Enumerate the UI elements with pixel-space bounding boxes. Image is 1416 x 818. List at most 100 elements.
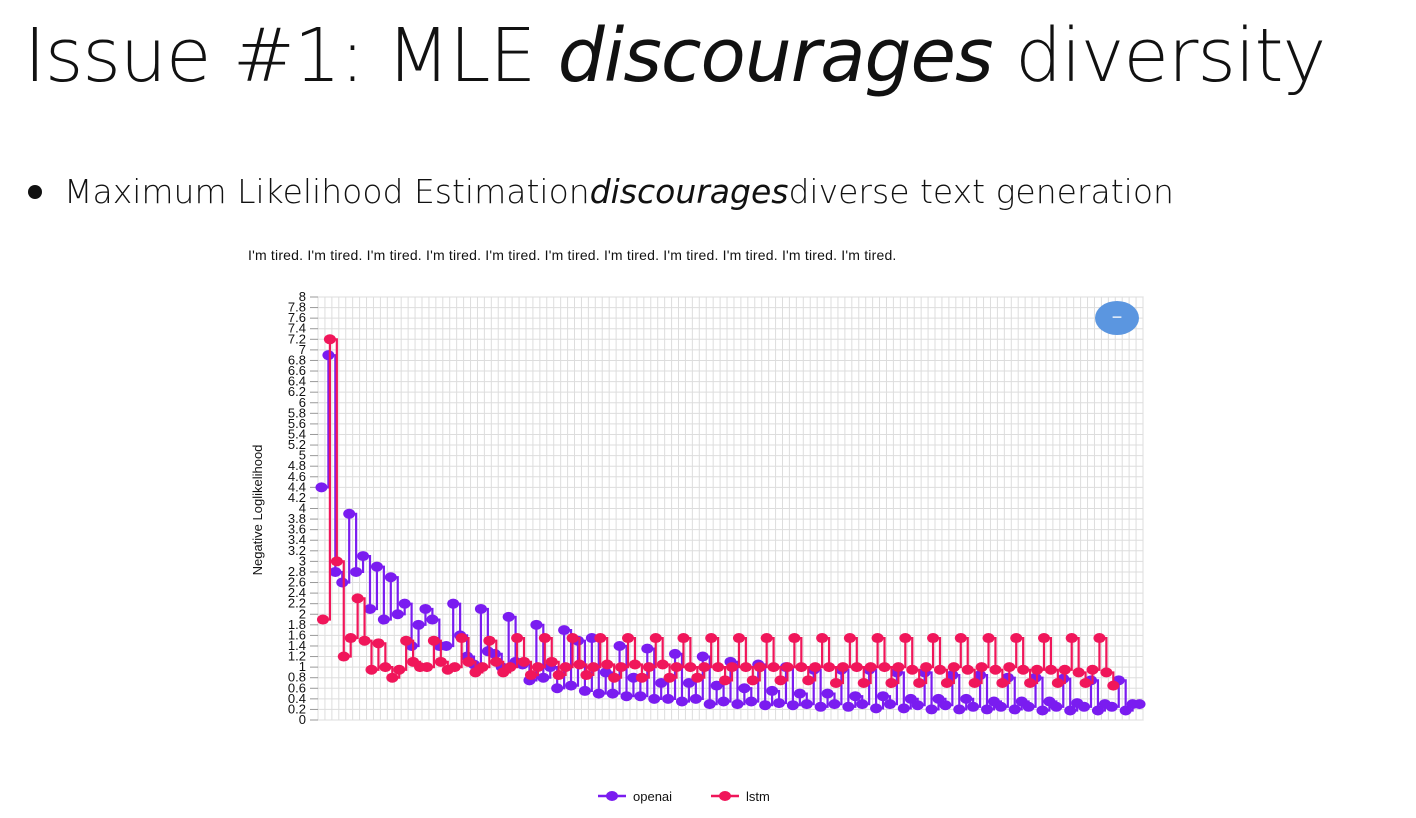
data-point-lstm[interactable] bbox=[989, 664, 1002, 675]
data-point-openai[interactable] bbox=[1078, 701, 1091, 712]
data-point-openai[interactable] bbox=[960, 693, 973, 704]
data-point-lstm[interactable] bbox=[802, 675, 815, 686]
data-point-lstm[interactable] bbox=[1107, 680, 1120, 691]
data-point-openai[interactable] bbox=[773, 698, 786, 709]
data-point-lstm[interactable] bbox=[947, 662, 960, 673]
data-point-openai[interactable] bbox=[343, 508, 356, 519]
data-point-openai[interactable] bbox=[391, 609, 404, 620]
data-point-lstm[interactable] bbox=[663, 672, 676, 683]
data-point-lstm[interactable] bbox=[670, 662, 683, 673]
data-point-openai[interactable] bbox=[759, 700, 772, 711]
data-point-openai[interactable] bbox=[793, 688, 806, 699]
data-point-lstm[interactable] bbox=[587, 662, 600, 673]
data-point-openai[interactable] bbox=[911, 700, 924, 711]
data-point-lstm[interactable] bbox=[1024, 677, 1037, 688]
data-point-lstm[interactable] bbox=[906, 664, 919, 675]
data-point-lstm[interactable] bbox=[1100, 667, 1113, 678]
data-point-openai[interactable] bbox=[932, 693, 945, 704]
data-point-lstm[interactable] bbox=[1051, 677, 1064, 688]
data-point-openai[interactable] bbox=[953, 704, 966, 715]
data-point-openai[interactable] bbox=[558, 625, 571, 636]
data-point-openai[interactable] bbox=[897, 703, 910, 714]
data-point-openai[interactable] bbox=[745, 696, 758, 707]
data-point-lstm[interactable] bbox=[642, 662, 655, 673]
data-point-openai[interactable] bbox=[925, 704, 938, 715]
data-point-openai[interactable] bbox=[447, 598, 460, 609]
data-point-lstm[interactable] bbox=[1093, 633, 1106, 644]
data-point-lstm[interactable] bbox=[420, 662, 433, 673]
data-point-lstm[interactable] bbox=[836, 662, 849, 673]
data-point-openai[interactable] bbox=[350, 566, 363, 577]
data-point-lstm[interactable] bbox=[504, 662, 517, 673]
data-point-openai[interactable] bbox=[419, 603, 432, 614]
data-point-lstm[interactable] bbox=[698, 662, 711, 673]
data-point-openai[interactable] bbox=[384, 572, 397, 583]
data-point-openai[interactable] bbox=[322, 350, 335, 361]
data-point-openai[interactable] bbox=[655, 677, 668, 688]
data-point-lstm[interactable] bbox=[823, 662, 836, 673]
data-point-openai[interactable] bbox=[1091, 705, 1104, 716]
data-point-openai[interactable] bbox=[537, 672, 550, 683]
data-point-lstm[interactable] bbox=[580, 670, 593, 681]
data-point-openai[interactable] bbox=[877, 691, 890, 702]
data-point-lstm[interactable] bbox=[719, 675, 732, 686]
data-point-lstm[interactable] bbox=[843, 633, 856, 644]
data-point-lstm[interactable] bbox=[691, 672, 704, 683]
data-point-openai[interactable] bbox=[398, 598, 411, 609]
data-point-openai[interactable] bbox=[1022, 701, 1035, 712]
data-point-lstm[interactable] bbox=[455, 633, 468, 644]
data-point-openai[interactable] bbox=[662, 693, 675, 704]
data-point-openai[interactable] bbox=[329, 566, 342, 577]
data-point-lstm[interactable] bbox=[434, 656, 447, 667]
data-point-openai[interactable] bbox=[585, 633, 598, 644]
data-point-lstm[interactable] bbox=[1072, 667, 1085, 678]
data-point-openai[interactable] bbox=[606, 688, 619, 699]
data-point-openai[interactable] bbox=[634, 691, 647, 702]
data-point-openai[interactable] bbox=[696, 651, 709, 662]
data-point-lstm[interactable] bbox=[927, 633, 940, 644]
data-point-openai[interactable] bbox=[502, 611, 515, 622]
data-point-lstm[interactable] bbox=[732, 633, 745, 644]
data-point-lstm[interactable] bbox=[524, 670, 537, 681]
data-point-openai[interactable] bbox=[856, 699, 869, 710]
data-point-lstm[interactable] bbox=[483, 635, 496, 646]
data-point-openai[interactable] bbox=[551, 683, 564, 694]
data-point-lstm[interactable] bbox=[649, 633, 662, 644]
data-point-lstm[interactable] bbox=[427, 635, 440, 646]
data-point-openai[interactable] bbox=[336, 577, 349, 588]
data-point-openai[interactable] bbox=[613, 640, 626, 651]
data-point-openai[interactable] bbox=[731, 699, 744, 710]
data-point-lstm[interactable] bbox=[1079, 677, 1092, 688]
data-point-lstm[interactable] bbox=[899, 633, 912, 644]
data-point-openai[interactable] bbox=[967, 701, 980, 712]
data-point-lstm[interactable] bbox=[594, 633, 607, 644]
data-point-lstm[interactable] bbox=[386, 672, 399, 683]
data-point-lstm[interactable] bbox=[316, 614, 329, 625]
data-point-lstm[interactable] bbox=[1037, 633, 1050, 644]
data-point-openai[interactable] bbox=[689, 693, 702, 704]
data-point-lstm[interactable] bbox=[552, 670, 565, 681]
data-point-lstm[interactable] bbox=[1031, 664, 1044, 675]
data-point-lstm[interactable] bbox=[933, 664, 946, 675]
data-point-openai[interactable] bbox=[620, 691, 633, 702]
data-point-openai[interactable] bbox=[488, 648, 501, 659]
data-point-lstm[interactable] bbox=[816, 633, 829, 644]
data-point-lstm[interactable] bbox=[566, 633, 579, 644]
data-point-openai[interactable] bbox=[870, 703, 883, 714]
data-point-openai[interactable] bbox=[426, 614, 439, 625]
data-point-openai[interactable] bbox=[738, 683, 751, 694]
data-point-lstm[interactable] bbox=[677, 633, 690, 644]
data-point-lstm[interactable] bbox=[462, 656, 475, 667]
data-point-lstm[interactable] bbox=[996, 677, 1009, 688]
data-point-lstm[interactable] bbox=[864, 662, 877, 673]
data-point-openai[interactable] bbox=[1036, 705, 1049, 716]
data-point-lstm[interactable] bbox=[379, 662, 392, 673]
data-point-lstm[interactable] bbox=[892, 662, 905, 673]
data-point-openai[interactable] bbox=[1133, 699, 1146, 710]
data-point-lstm[interactable] bbox=[705, 633, 718, 644]
data-point-openai[interactable] bbox=[412, 619, 425, 630]
data-point-lstm[interactable] bbox=[400, 635, 413, 646]
data-point-lstm[interactable] bbox=[656, 659, 669, 670]
data-point-lstm[interactable] bbox=[857, 677, 870, 688]
data-point-lstm[interactable] bbox=[476, 662, 489, 673]
